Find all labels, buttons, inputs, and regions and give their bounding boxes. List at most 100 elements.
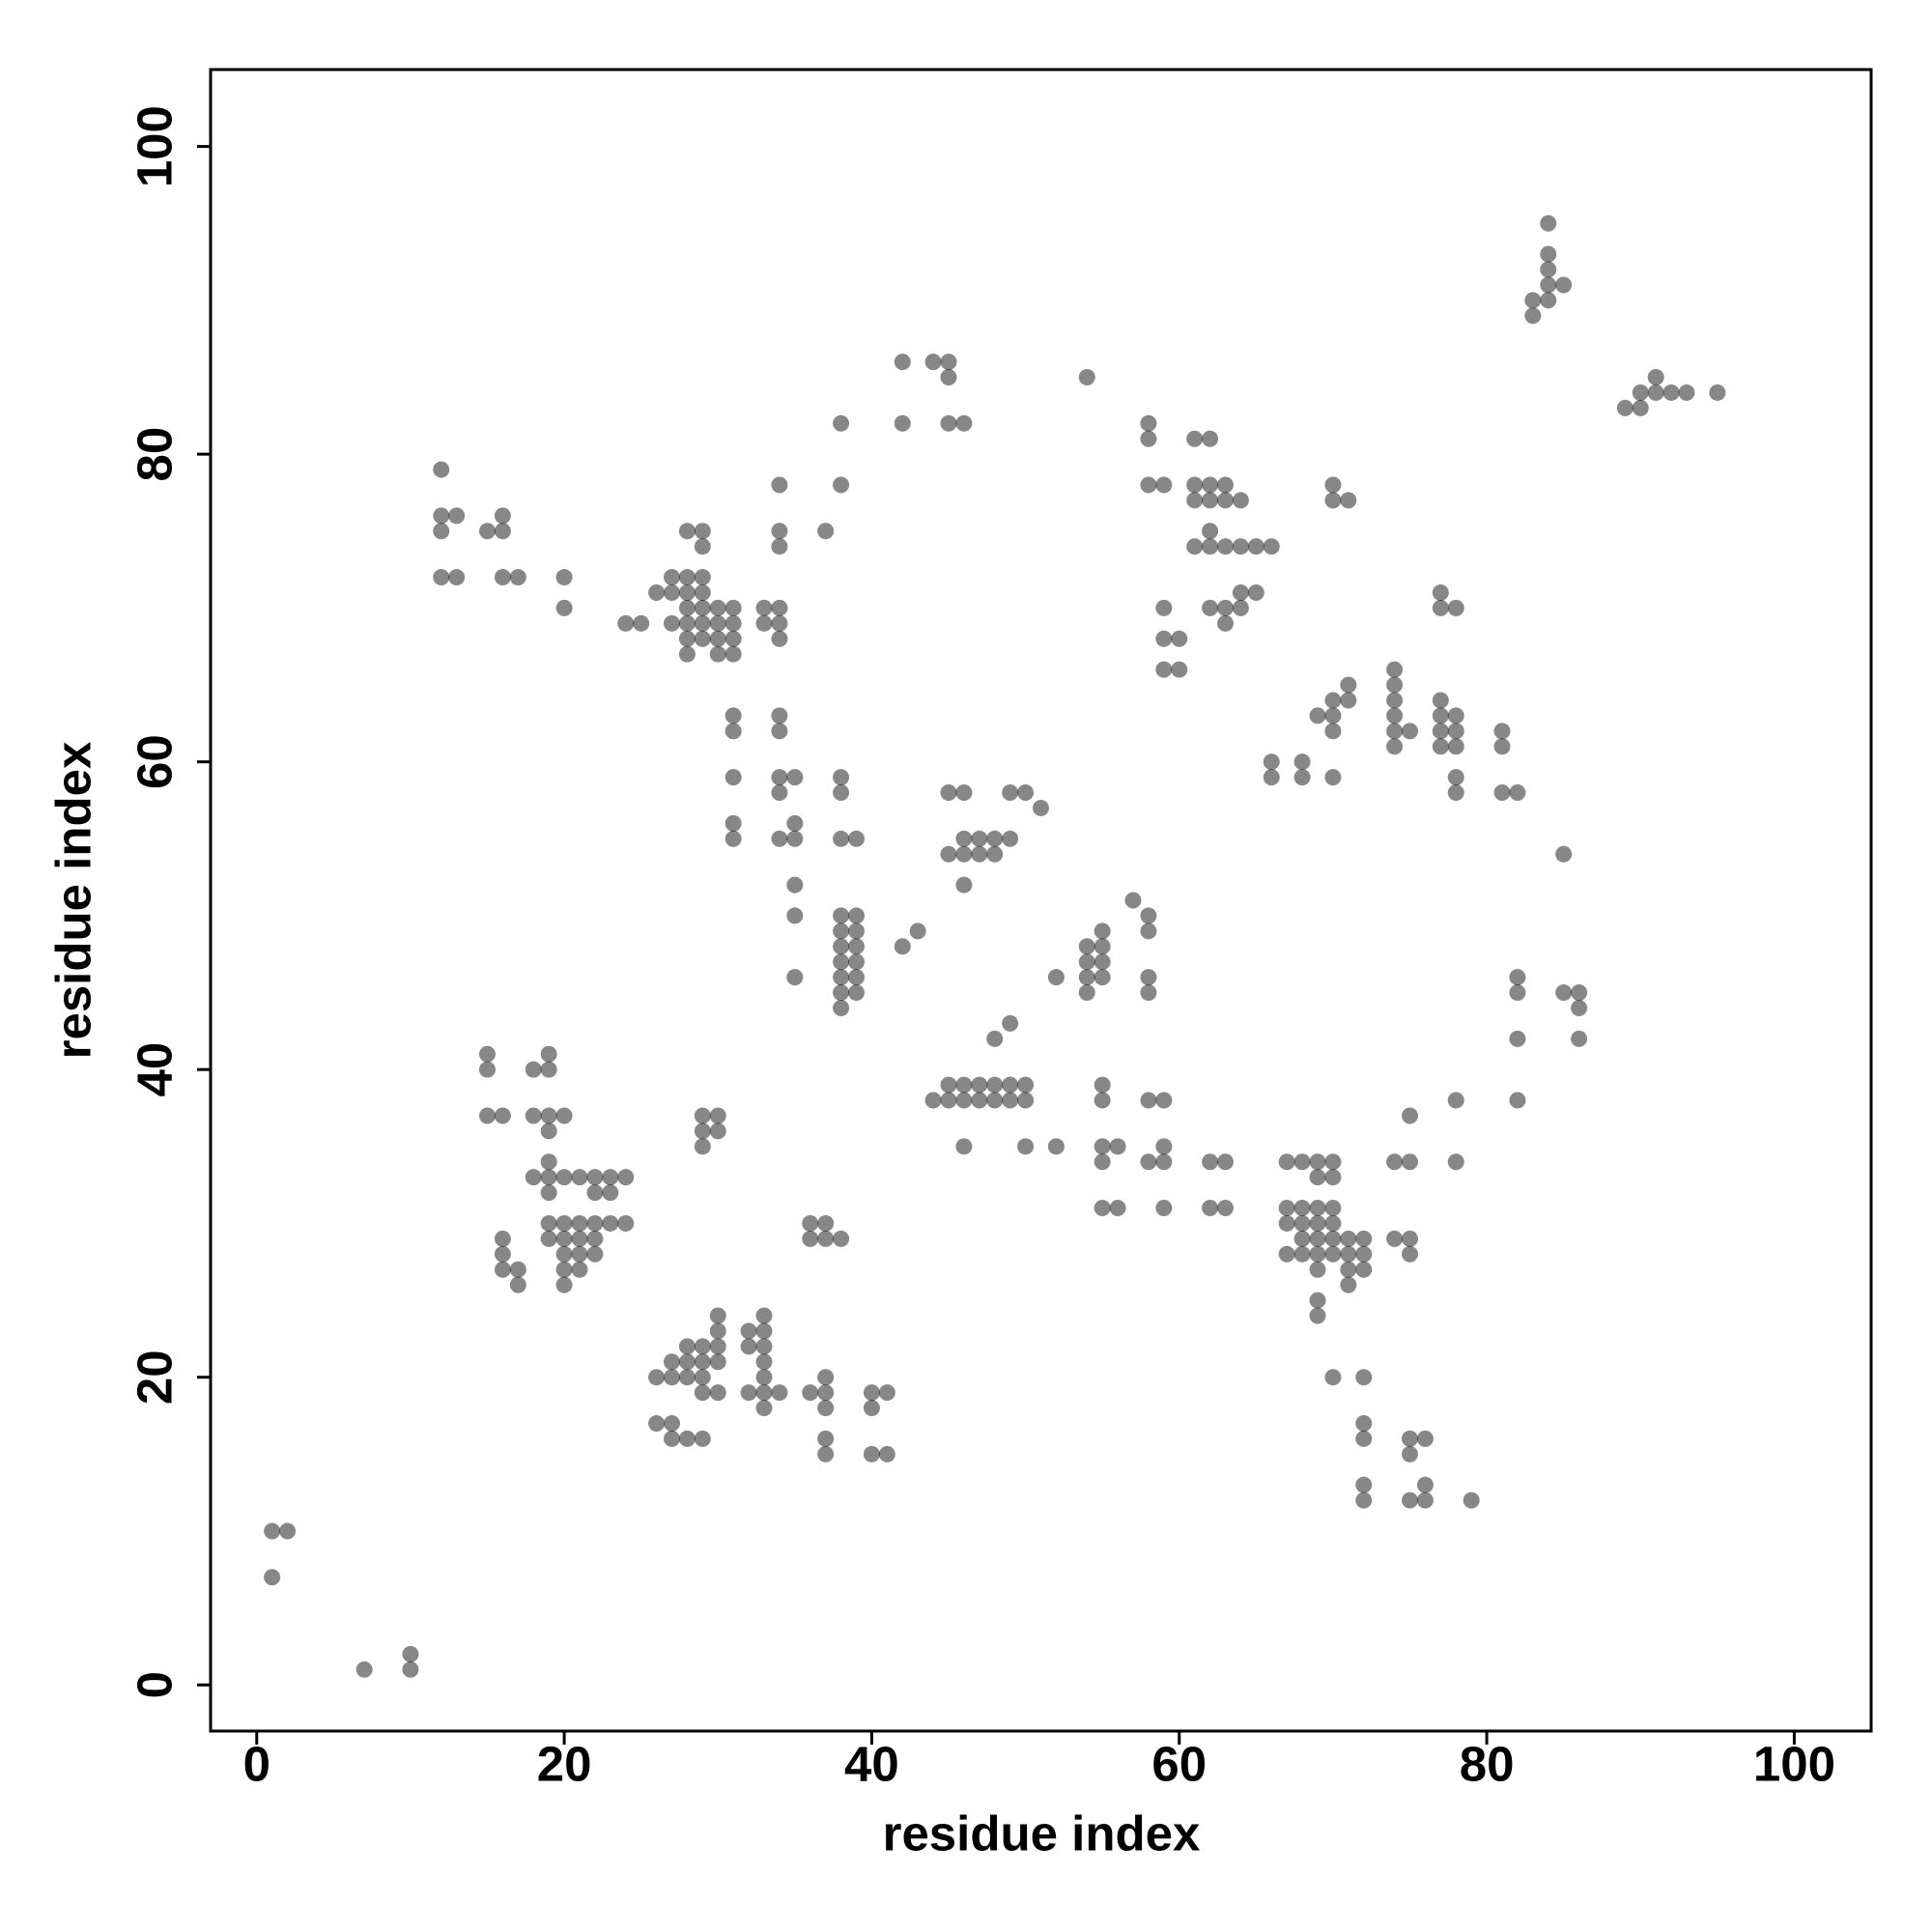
point <box>433 507 450 525</box>
point <box>709 1384 726 1402</box>
point <box>1155 476 1173 494</box>
point <box>771 599 788 616</box>
point <box>678 1430 696 1447</box>
point <box>848 938 865 955</box>
point <box>1386 738 1404 755</box>
point <box>494 1261 511 1278</box>
point <box>1571 999 1588 1016</box>
point <box>709 630 726 647</box>
point <box>355 1661 373 1678</box>
point <box>1140 414 1157 432</box>
point <box>1278 1245 1295 1263</box>
point <box>1002 830 1019 847</box>
point <box>1202 523 1219 540</box>
point <box>848 969 865 986</box>
point <box>1140 907 1157 924</box>
point <box>1155 1138 1173 1155</box>
point <box>1278 1153 1295 1171</box>
point <box>771 476 788 494</box>
point <box>694 523 711 540</box>
point <box>986 1030 1004 1047</box>
point <box>1155 661 1173 678</box>
point <box>709 1353 726 1371</box>
point <box>1202 1200 1219 1217</box>
point <box>664 1353 680 1371</box>
point <box>525 1169 542 1186</box>
point <box>1555 276 1573 294</box>
point <box>1447 769 1464 786</box>
point <box>724 707 742 724</box>
point <box>694 1369 711 1386</box>
point <box>1709 384 1726 401</box>
point <box>1094 938 1111 955</box>
point <box>863 1400 880 1417</box>
point <box>771 723 788 740</box>
point <box>694 538 711 555</box>
y-tick-label: 80 <box>127 427 182 482</box>
point <box>555 1261 573 1278</box>
point <box>1324 707 1342 724</box>
point <box>833 984 850 1002</box>
point <box>1309 707 1326 724</box>
point <box>940 354 957 371</box>
point <box>602 1169 619 1186</box>
point <box>1171 630 1188 647</box>
point <box>1402 1107 1418 1124</box>
point <box>1186 492 1204 509</box>
point <box>955 784 973 802</box>
point <box>1278 1200 1295 1217</box>
point <box>1432 707 1449 724</box>
point <box>1293 1230 1311 1247</box>
point <box>1432 599 1449 616</box>
point <box>1355 1430 1373 1447</box>
point <box>479 523 496 540</box>
point <box>1493 784 1511 802</box>
point <box>617 614 635 632</box>
point <box>940 845 957 863</box>
point <box>694 583 711 601</box>
point <box>833 953 850 971</box>
point <box>1340 1230 1357 1247</box>
point <box>664 1430 680 1447</box>
point <box>817 1445 835 1463</box>
point <box>1094 969 1111 986</box>
point <box>555 599 573 616</box>
point <box>1340 676 1357 694</box>
point <box>448 569 466 586</box>
point <box>971 1076 988 1094</box>
point <box>955 414 973 432</box>
point <box>633 614 650 632</box>
point <box>694 1384 711 1402</box>
point <box>694 1107 711 1124</box>
point <box>1340 1276 1357 1293</box>
point <box>648 583 666 601</box>
point <box>1078 969 1095 986</box>
point <box>955 830 973 847</box>
point <box>848 984 865 1002</box>
point <box>1140 1092 1157 1109</box>
point <box>1232 583 1249 601</box>
point <box>1217 538 1234 555</box>
point <box>1447 723 1464 740</box>
point <box>986 1076 1004 1094</box>
point <box>555 569 573 586</box>
point <box>1386 1230 1404 1247</box>
y-tick-label: 100 <box>127 105 182 187</box>
point <box>586 1184 604 1202</box>
point <box>1078 938 1095 955</box>
point <box>1416 1476 1434 1493</box>
point <box>648 1414 666 1432</box>
point <box>1402 1245 1418 1263</box>
point <box>1402 1230 1418 1247</box>
point <box>1324 1230 1342 1247</box>
point <box>1186 476 1204 494</box>
point <box>1540 261 1557 278</box>
point <box>571 1230 588 1247</box>
point <box>1386 661 1404 678</box>
point <box>1017 784 1035 802</box>
point <box>709 1122 726 1140</box>
point <box>848 907 865 924</box>
point <box>586 1245 604 1263</box>
point <box>555 1107 573 1124</box>
point <box>602 1214 619 1232</box>
